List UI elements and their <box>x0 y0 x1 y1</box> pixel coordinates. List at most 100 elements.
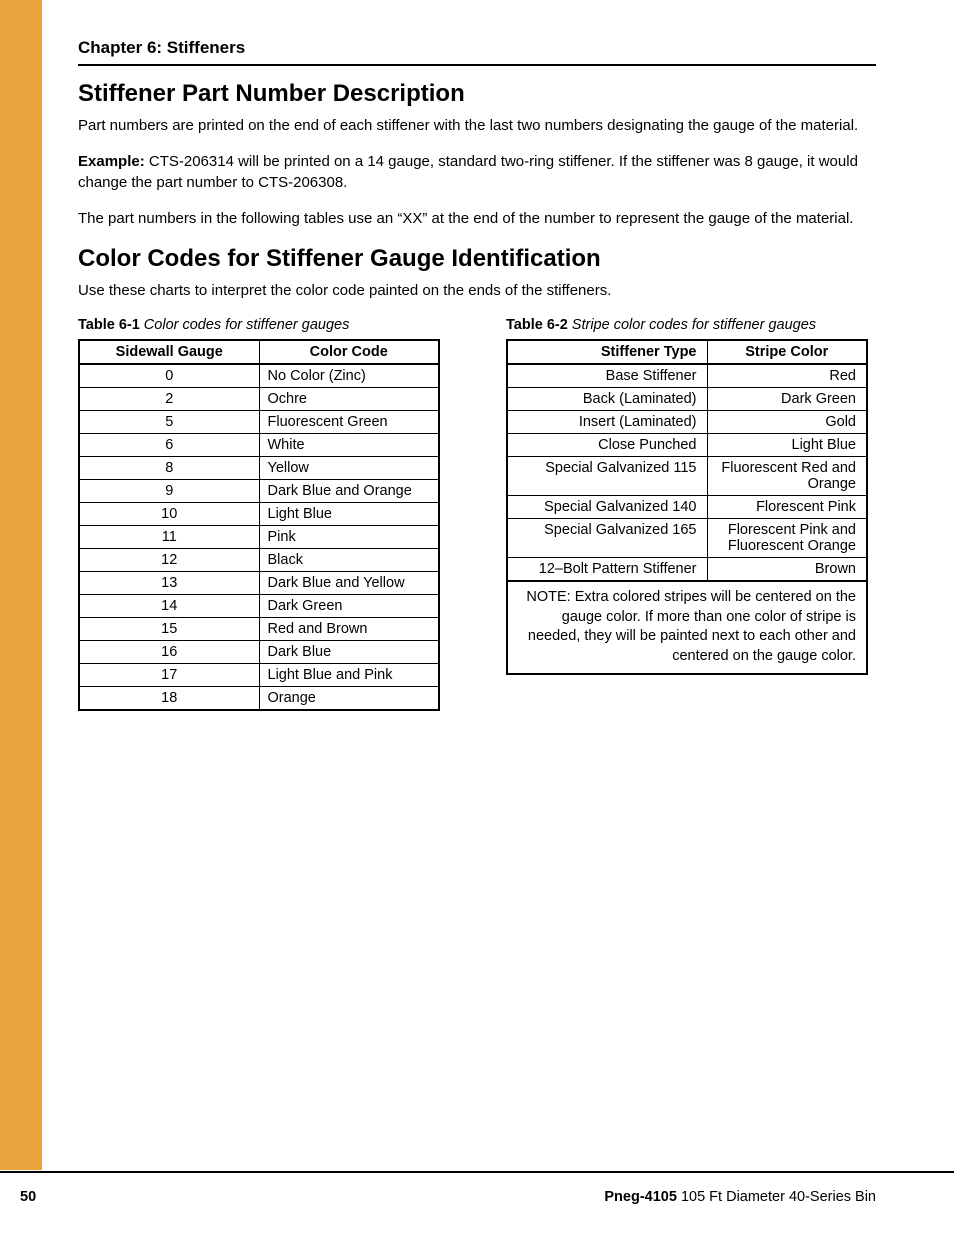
cell-type: 12–Bolt Pattern Stiffener <box>507 558 707 582</box>
cell-type: Special Galvanized 165 <box>507 519 707 558</box>
table-row: 5Fluorescent Green <box>79 411 439 434</box>
cell-type: Base Stiffener <box>507 364 707 388</box>
cell-gauge: 15 <box>79 618 259 641</box>
cell-gauge: 18 <box>79 687 259 711</box>
cell-color: Dark Blue and Yellow <box>259 572 439 595</box>
cell-type: Back (Laminated) <box>507 388 707 411</box>
cell-color: Dark Blue <box>259 641 439 664</box>
cell-color: Light Blue <box>259 503 439 526</box>
cell-gauge: 2 <box>79 388 259 411</box>
cell-stripe: Florescent Pink and Fluorescent Orange <box>707 519 867 558</box>
table-row: Special Galvanized 140Florescent Pink <box>507 496 867 519</box>
cell-color: Dark Blue and Orange <box>259 480 439 503</box>
cell-stripe: Red <box>707 364 867 388</box>
footer-rule <box>0 1171 954 1173</box>
cell-stripe: Gold <box>707 411 867 434</box>
table-number: Table 6-2 <box>506 317 568 333</box>
cell-gauge: 10 <box>79 503 259 526</box>
doc-title: 105 Ft Diameter 40-Series Bin <box>677 1189 876 1205</box>
cell-color: Pink <box>259 526 439 549</box>
page-content: Chapter 6: Stiffeners Stiffener Part Num… <box>78 0 876 711</box>
table-row: Special Galvanized 115Fluorescent Red an… <box>507 457 867 496</box>
table-note: NOTE: Extra colored stripes will be cent… <box>507 581 867 673</box>
table-header: Stripe Color <box>707 340 867 364</box>
cell-gauge: 5 <box>79 411 259 434</box>
table-row: 11Pink <box>79 526 439 549</box>
table-title: Color codes for stiffener gauges <box>140 317 350 333</box>
table-row: 13Dark Blue and Yellow <box>79 572 439 595</box>
cell-gauge: 14 <box>79 595 259 618</box>
cell-stripe: Fluorescent Red and Orange <box>707 457 867 496</box>
footer-doc: Pneg-4105 105 Ft Diameter 40-Series Bin <box>604 1189 876 1205</box>
table-row: 14Dark Green <box>79 595 439 618</box>
table-number: Table 6-1 <box>78 317 140 333</box>
cell-color: Ochre <box>259 388 439 411</box>
section-title-color-codes: Color Codes for Stiffener Gauge Identifi… <box>78 245 876 273</box>
cell-gauge: 12 <box>79 549 259 572</box>
table-6-2-caption: Table 6-2 Stripe color codes for stiffen… <box>506 317 868 333</box>
table-row: Base StiffenerRed <box>507 364 867 388</box>
table-row: 6White <box>79 434 439 457</box>
section-title-part-number: Stiffener Part Number Description <box>78 80 876 108</box>
table-header: Color Code <box>259 340 439 364</box>
cell-color: Fluorescent Green <box>259 411 439 434</box>
table-row: Insert (Laminated)Gold <box>507 411 867 434</box>
table-row: 18Orange <box>79 687 439 711</box>
cell-color: Yellow <box>259 457 439 480</box>
paragraph: Part numbers are printed on the end of e… <box>78 116 876 136</box>
cell-gauge: 0 <box>79 364 259 388</box>
cell-color: Red and Brown <box>259 618 439 641</box>
paragraph-example: Example: CTS-206314 will be printed on a… <box>78 152 876 193</box>
table-header: Sidewall Gauge <box>79 340 259 364</box>
table-row: 16Dark Blue <box>79 641 439 664</box>
cell-type: Insert (Laminated) <box>507 411 707 434</box>
table-row: 10Light Blue <box>79 503 439 526</box>
cell-color: Orange <box>259 687 439 711</box>
table-6-1: Sidewall Gauge Color Code 0No Color (Zin… <box>78 339 440 711</box>
table-6-1-block: Table 6-1 Color codes for stiffener gaug… <box>78 317 440 711</box>
cell-gauge: 8 <box>79 457 259 480</box>
example-text: CTS-206314 will be printed on a 14 gauge… <box>78 153 858 190</box>
cell-color: No Color (Zinc) <box>259 364 439 388</box>
table-header: Stiffener Type <box>507 340 707 364</box>
cell-stripe: Brown <box>707 558 867 582</box>
cell-color: Light Blue and Pink <box>259 664 439 687</box>
cell-stripe: Florescent Pink <box>707 496 867 519</box>
cell-type: Close Punched <box>507 434 707 457</box>
paragraph: Use these charts to interpret the color … <box>78 281 876 301</box>
table-row: 17Light Blue and Pink <box>79 664 439 687</box>
chapter-header: Chapter 6: Stiffeners <box>78 38 876 66</box>
tables-container: Table 6-1 Color codes for stiffener gaug… <box>78 317 876 711</box>
table-row: Close PunchedLight Blue <box>507 434 867 457</box>
table-6-2-block: Table 6-2 Stripe color codes for stiffen… <box>506 317 868 674</box>
table-6-2: Stiffener Type Stripe Color Base Stiffen… <box>506 339 868 674</box>
table-row: 2Ochre <box>79 388 439 411</box>
cell-color: White <box>259 434 439 457</box>
paragraph: The part numbers in the following tables… <box>78 209 876 229</box>
table-note-row: NOTE: Extra colored stripes will be cent… <box>507 581 867 673</box>
table-row: 8Yellow <box>79 457 439 480</box>
cell-gauge: 17 <box>79 664 259 687</box>
table-row: 9Dark Blue and Orange <box>79 480 439 503</box>
cell-color: Black <box>259 549 439 572</box>
cell-stripe: Light Blue <box>707 434 867 457</box>
example-label: Example: <box>78 153 145 170</box>
table-row: 0No Color (Zinc) <box>79 364 439 388</box>
page-footer: 50 Pneg-4105 105 Ft Diameter 40-Series B… <box>0 1189 954 1205</box>
cell-type: Special Galvanized 140 <box>507 496 707 519</box>
table-title: Stripe color codes for stiffener gauges <box>568 317 816 333</box>
table-row: 15Red and Brown <box>79 618 439 641</box>
cell-color: Dark Green <box>259 595 439 618</box>
cell-gauge: 13 <box>79 572 259 595</box>
cell-gauge: 9 <box>79 480 259 503</box>
side-accent-bar <box>0 0 42 1170</box>
page-number: 50 <box>20 1189 36 1205</box>
cell-gauge: 16 <box>79 641 259 664</box>
table-row: Special Galvanized 165Florescent Pink an… <box>507 519 867 558</box>
table-row: 12–Bolt Pattern StiffenerBrown <box>507 558 867 582</box>
table-row: Back (Laminated)Dark Green <box>507 388 867 411</box>
table-row: 12Black <box>79 549 439 572</box>
table-6-1-caption: Table 6-1 Color codes for stiffener gaug… <box>78 317 440 333</box>
cell-stripe: Dark Green <box>707 388 867 411</box>
cell-type: Special Galvanized 115 <box>507 457 707 496</box>
